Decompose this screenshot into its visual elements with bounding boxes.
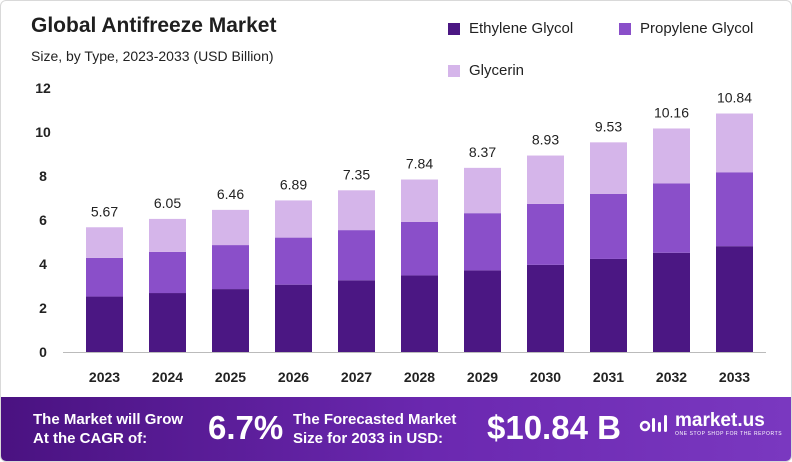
logo-name: market.us <box>675 410 765 431</box>
bar-chart: 0 2 4 6 8 10 12 5.67 2023 6.05 2024 6.46 2025 6.89 202… <box>35 80 766 385</box>
cagr-value: 6.7% <box>208 409 284 446</box>
cagr-label-line2: At the CAGR of: <box>33 430 148 447</box>
y-tick-label: 4 <box>39 256 47 272</box>
bar-total-label: 8.37 <box>469 144 496 160</box>
bar-segment-propylene-glycol <box>338 230 375 281</box>
bar-segment-ethylene-glycol <box>275 284 312 352</box>
bar-segment-glycerin <box>149 218 186 252</box>
bar-segment-propylene-glycol <box>401 221 438 276</box>
bar-total-label: 10.84 <box>717 90 752 106</box>
bar-segment-propylene-glycol <box>590 193 627 259</box>
bar-segment-propylene-glycol <box>275 237 312 285</box>
bar-segment-propylene-glycol <box>464 213 501 271</box>
bar-segment-glycerin <box>338 190 375 231</box>
bar-segment-glycerin <box>212 209 249 246</box>
legend-swatch-propylene-glycol <box>619 22 631 35</box>
bar-total-label: 6.89 <box>280 176 307 192</box>
bar-total-label: 9.53 <box>595 118 622 134</box>
bar-segment-ethylene-glycol <box>464 270 501 352</box>
cagr-label-line1: The Market will Grow <box>33 411 184 428</box>
y-tick-label: 8 <box>39 168 47 184</box>
bar-segment-glycerin <box>464 167 501 214</box>
forecast-label-line2: Size for 2033 in USD: <box>293 430 444 447</box>
chart-title: Global Antifreeze Market <box>31 14 277 37</box>
forecast-label-line1: The Forecasted Market <box>293 411 457 428</box>
bar-total-label: 10.16 <box>654 104 689 120</box>
bar-segment-ethylene-glycol <box>212 289 249 352</box>
forecast-value: $10.84 B <box>487 409 621 446</box>
bar-segment-ethylene-glycol <box>590 258 627 352</box>
bar-segment-propylene-glycol <box>716 172 753 247</box>
legend-swatch-ethylene-glycol <box>448 22 460 35</box>
x-tick-label: 2023 <box>89 369 120 385</box>
y-tick-label: 10 <box>35 124 51 140</box>
legend-item-ethylene-glycol: Ethylene Glycol <box>448 20 573 37</box>
bar-segment-ethylene-glycol <box>527 264 564 352</box>
x-tick-label: 2032 <box>656 369 687 385</box>
bar-segment-propylene-glycol <box>212 245 249 290</box>
legend-label: Ethylene Glycol <box>469 20 574 37</box>
bar-segment-ethylene-glycol <box>86 296 123 352</box>
x-tick-label: 2024 <box>152 369 183 385</box>
bar-segment-propylene-glycol <box>527 203 564 265</box>
bar-segment-glycerin <box>590 142 627 194</box>
x-tick-label: 2033 <box>719 369 750 385</box>
bar-segment-propylene-glycol <box>149 251 186 294</box>
forecast-label: The Forecasted Market Size for 2033 in U… <box>293 410 456 448</box>
legend-label: Propylene Glycol <box>640 20 754 37</box>
bar-segment-glycerin <box>716 113 753 173</box>
bar-total-label: 8.93 <box>532 132 559 148</box>
y-tick-label: 6 <box>39 212 47 228</box>
bar-total-label: 5.67 <box>91 203 118 219</box>
bar-segment-ethylene-glycol <box>149 293 186 352</box>
x-tick-label: 2029 <box>467 369 498 385</box>
x-tick-label: 2028 <box>404 369 435 385</box>
y-tick-label: 12 <box>35 80 51 96</box>
bar-segment-ethylene-glycol <box>401 275 438 352</box>
market-us-logo-icon <box>639 415 667 432</box>
bar-total-label: 6.46 <box>217 186 244 202</box>
x-tick-label: 2025 <box>215 369 246 385</box>
bar-segment-ethylene-glycol <box>716 246 753 352</box>
bar-segment-glycerin <box>275 200 312 238</box>
x-tick-label: 2031 <box>593 369 624 385</box>
y-tick-label: 2 <box>39 300 47 316</box>
summary-banner: The Market will Grow At the CAGR of: 6.7… <box>1 397 791 461</box>
legend-swatch-glycerin <box>448 64 460 77</box>
bar-segment-glycerin <box>401 179 438 222</box>
bar-segment-propylene-glycol <box>86 257 123 297</box>
legend-item-propylene-glycol: Propylene Glycol <box>619 20 753 37</box>
chart-subtitle: Size, by Type, 2023-2033 (USD Billion) <box>31 48 274 64</box>
legend-label: Glycerin <box>469 62 525 79</box>
bar-segment-ethylene-glycol <box>653 252 690 352</box>
logo-tagline: ONE STOP SHOP FOR THE REPORTS <box>675 431 783 437</box>
bar-total-label: 7.35 <box>343 166 370 182</box>
bar-segment-glycerin <box>653 128 690 184</box>
bar-segment-glycerin <box>86 227 123 258</box>
bar-segment-ethylene-glycol <box>338 280 375 352</box>
bar-total-label: 7.84 <box>406 156 433 172</box>
y-tick-label: 0 <box>39 344 47 360</box>
bar-total-label: 6.05 <box>154 195 181 211</box>
bar-segment-glycerin <box>527 155 564 204</box>
x-tick-label: 2030 <box>530 369 561 385</box>
market-us-logo: market.us ONE STOP SHOP FOR THE REPORTS <box>639 411 782 437</box>
cagr-label: The Market will Grow At the CAGR of: <box>33 410 183 448</box>
x-tick-label: 2026 <box>278 369 309 385</box>
bar-segment-propylene-glycol <box>653 183 690 253</box>
x-tick-label: 2027 <box>341 369 372 385</box>
legend-item-glycerin: Glycerin <box>448 62 524 79</box>
